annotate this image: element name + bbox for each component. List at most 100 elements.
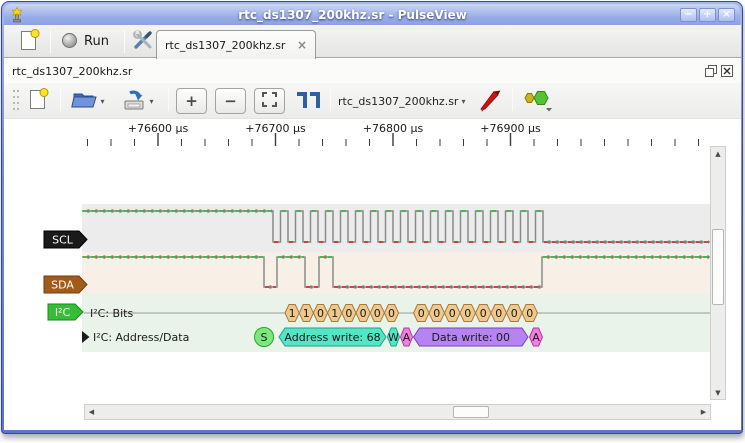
tab-close-icon[interactable]: ×	[296, 38, 307, 52]
red-probe-icon	[477, 88, 503, 115]
toolbar-separator	[124, 30, 125, 53]
capture-settings-button[interactable]	[476, 87, 504, 115]
tools-icon	[132, 29, 154, 54]
bit-value: 1	[331, 307, 338, 320]
vertical-scrollbar[interactable]: ▲ ▼	[710, 146, 726, 400]
i2c-annotation-text: Data write: 00	[431, 331, 510, 344]
show-traces-icon	[296, 90, 323, 113]
signal-flag-label: SCL	[52, 234, 74, 247]
bit-value: 0	[464, 307, 471, 320]
i2c-annotation[interactable]	[528, 327, 544, 347]
window-titlebar[interactable]: rtc_ds1307_200khz.sr - PulseView − + ×	[4, 4, 740, 26]
zoom-fit-button[interactable]	[254, 88, 285, 114]
bit-value: 0	[449, 307, 456, 320]
bit-value: 0	[317, 307, 324, 320]
save-icon	[122, 89, 146, 114]
bit-annotation[interactable]	[521, 304, 539, 322]
open-button[interactable]: ▾	[66, 87, 110, 115]
scroll-right-button[interactable]: ▶	[700, 408, 707, 416]
toolbar-separator	[50, 30, 51, 53]
restore-icon[interactable]	[704, 65, 717, 78]
session-toolbar: ▾ ▾ + −	[4, 83, 741, 119]
i2c-annotation[interactable]	[278, 327, 387, 347]
close-button[interactable]: ×	[718, 8, 735, 22]
toolbar-separator	[60, 88, 61, 111]
toolbar-separator	[512, 88, 513, 111]
i2c-start-annotation[interactable]	[254, 327, 274, 347]
bit-value: 1	[289, 307, 296, 320]
main-toolbar: Run rtc_ds1307_200khz.sr ×	[4, 25, 741, 59]
ruler-label: +76900 µs	[480, 122, 541, 135]
close-icon[interactable]	[720, 65, 733, 78]
toolbar-separator	[330, 88, 331, 111]
signal-flag-label: I²C	[55, 306, 71, 319]
document-tab-label: rtc_ds1307_200khz.sr	[165, 38, 286, 52]
drag-handle[interactable]	[12, 87, 20, 115]
new-session-icon	[19, 28, 40, 55]
bit-value: 0	[480, 307, 487, 320]
subwindow-title: rtc_ds1307_200khz.sr	[12, 64, 133, 78]
ruler-label: +76700 µs	[245, 122, 306, 135]
bit-value: 0	[374, 307, 381, 320]
run-button[interactable]: Run	[54, 28, 116, 55]
device-selector[interactable]: rtc_ds1307_200khz.sr ▾	[338, 87, 470, 115]
bit-value: 0	[345, 307, 352, 320]
bit-annotation[interactable]	[383, 304, 400, 322]
signal-flag-label: SDA	[51, 279, 74, 292]
add-decoder-button[interactable]	[520, 87, 554, 115]
show-traces-button[interactable]	[294, 87, 324, 115]
bit-value: 0	[495, 307, 502, 320]
decoder-row-label: I²C: Address/Data	[93, 331, 189, 344]
document-tab[interactable]: rtc_ds1307_200khz.sr ×	[156, 30, 316, 59]
i2c-annotation[interactable]	[386, 327, 401, 347]
trace-band-scl	[82, 204, 710, 252]
app-icon	[9, 6, 25, 23]
minimize-button[interactable]: −	[680, 8, 697, 22]
signal-flag-ic[interactable]	[47, 303, 84, 321]
i2c-annotation-text: W	[388, 331, 399, 344]
window-title: rtc_ds1307_200khz.sr - PulseView	[238, 8, 467, 22]
scroll-down-button[interactable]: ▼	[715, 388, 721, 397]
settings-button[interactable]	[130, 28, 156, 55]
open-icon	[71, 89, 98, 113]
run-label: Run	[84, 34, 109, 49]
i2c-annotation-text: Address write: 68	[284, 331, 380, 344]
add-decoder-icon	[523, 88, 552, 115]
expand-arrow-icon[interactable]	[82, 331, 90, 343]
i2c-annotation[interactable]	[412, 327, 529, 347]
zoom-out-button[interactable]: −	[215, 88, 246, 114]
open-dropdown-icon[interactable]: ▾	[100, 96, 105, 106]
bit-value: 0	[526, 307, 533, 320]
scroll-left-button[interactable]: ◀	[88, 408, 95, 416]
bit-value: 0	[360, 307, 367, 320]
horizontal-scrollbar[interactable]: ◀ ▶	[84, 404, 711, 420]
save-button[interactable]: ▾	[116, 87, 160, 115]
signal-flag-sda[interactable]	[43, 275, 88, 294]
run-icon	[61, 32, 78, 52]
bit-value: 0	[418, 307, 425, 320]
new-view-button[interactable]	[24, 87, 52, 115]
horizontal-scrollbar-thumb[interactable]	[453, 406, 489, 418]
bit-value: 0	[511, 307, 518, 320]
toolbar-separator	[168, 88, 169, 111]
save-dropdown-icon[interactable]: ▾	[149, 96, 154, 106]
device-selector-label: rtc_ds1307_200khz.sr	[338, 94, 459, 108]
i2c-annotation[interactable]	[399, 327, 414, 347]
vertical-scrollbar-thumb[interactable]	[712, 229, 724, 305]
i2c-annotation-text: A	[403, 331, 411, 344]
new-session-button[interactable]	[14, 28, 44, 55]
i2c-annotation-text: S	[261, 331, 268, 344]
subwindow-titlebar: rtc_ds1307_200khz.sr	[4, 59, 741, 83]
device-dropdown-icon: ▾	[461, 96, 466, 106]
maximize-button[interactable]: +	[699, 8, 716, 22]
bit-value: 1	[303, 307, 310, 320]
signal-flag-scl[interactable]	[43, 230, 88, 249]
ruler-label: +76800 µs	[363, 122, 424, 135]
scroll-up-button[interactable]: ▲	[715, 149, 721, 158]
ruler-label: +76600 µs	[128, 122, 189, 135]
zoom-in-button[interactable]: +	[176, 88, 207, 114]
bit-value: 0	[388, 307, 395, 320]
window-controls: − + ×	[680, 8, 735, 22]
